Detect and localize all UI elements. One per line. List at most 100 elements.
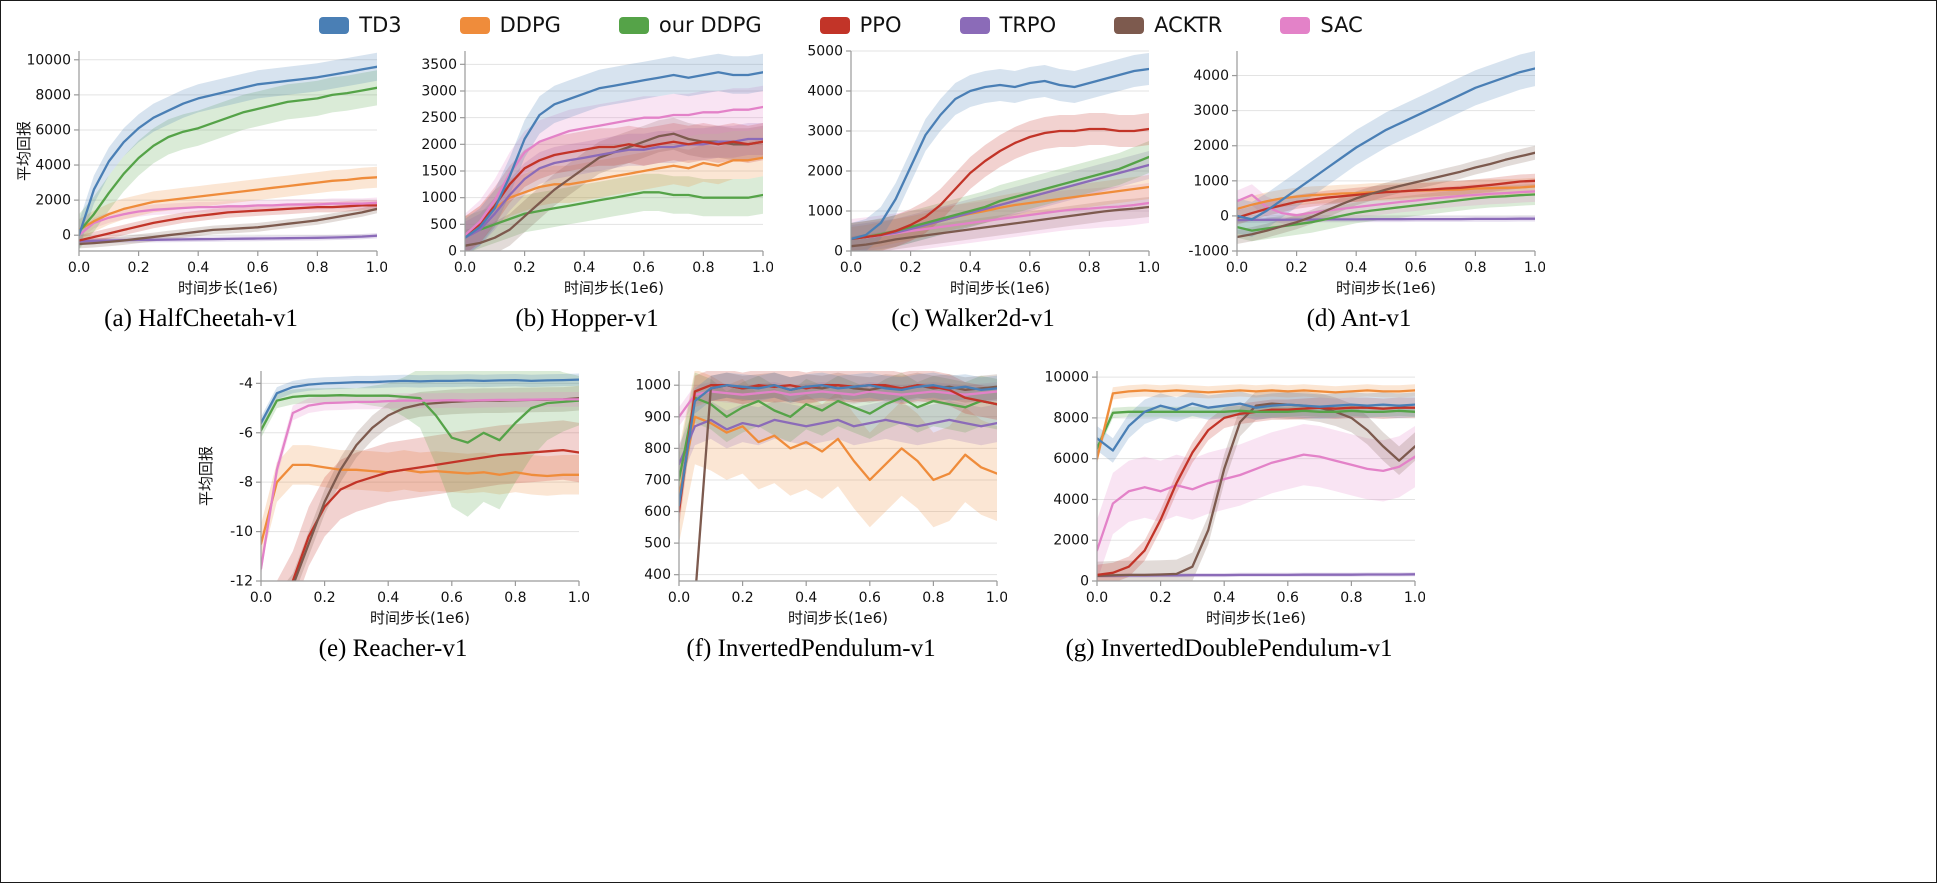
svg-text:10000: 10000 xyxy=(26,52,71,68)
svg-text:1.0: 1.0 xyxy=(1524,260,1545,276)
svg-text:900: 900 xyxy=(644,409,671,425)
svg-text:4000: 4000 xyxy=(807,84,843,100)
svg-text:0.4: 0.4 xyxy=(1345,260,1367,276)
svg-text:500: 500 xyxy=(644,536,671,552)
chart-caption-inverteddoublependulum: (g) InvertedDoublePendulum-v1 xyxy=(1065,635,1393,662)
svg-text:0.4: 0.4 xyxy=(1213,590,1235,606)
svg-text:0.2: 0.2 xyxy=(731,590,753,606)
svg-text:1.0: 1.0 xyxy=(986,590,1007,606)
svg-text:0.0: 0.0 xyxy=(668,590,690,606)
svg-text:0.8: 0.8 xyxy=(1340,590,1362,606)
svg-text:2500: 2500 xyxy=(421,110,457,126)
chart-svg: 400 500 600 700 800 900 1000 0.0 0.2 0.4 0.6 0.8 1.0… xyxy=(615,359,1007,631)
svg-text:0.6: 0.6 xyxy=(441,590,463,606)
svg-text:1.0: 1.0 xyxy=(568,590,589,606)
x-axis-label: 时间步长(1e6) xyxy=(370,609,470,627)
y-axis-label: 平均回报 xyxy=(197,446,215,506)
svg-text:0.4: 0.4 xyxy=(377,590,399,606)
svg-text:6000: 6000 xyxy=(1053,451,1089,467)
svg-text:0.2: 0.2 xyxy=(127,260,149,276)
svg-text:-10: -10 xyxy=(230,524,253,540)
svg-text:0.0: 0.0 xyxy=(454,260,476,276)
svg-text:0.8: 0.8 xyxy=(1078,260,1100,276)
svg-text:600: 600 xyxy=(644,504,671,520)
svg-text:0.2: 0.2 xyxy=(899,260,921,276)
legend-item-ppo: PPO xyxy=(819,13,902,37)
svg-text:10000: 10000 xyxy=(1044,370,1089,386)
chart-reacher: -12 -10 -8 -6 -4 0.0 0.2 0.4 0.6 0.8 1.0 时间步长(1e6) 平… xyxy=(197,359,589,663)
svg-text:0.6: 0.6 xyxy=(1277,590,1299,606)
svg-text:1000: 1000 xyxy=(635,378,671,394)
svg-text:0.4: 0.4 xyxy=(959,260,981,276)
svg-text:4000: 4000 xyxy=(1053,492,1089,508)
legend-label: ACKTR xyxy=(1154,13,1223,37)
legend-item-ddpg: DDPG xyxy=(459,13,561,37)
legend-item-acktr: ACKTR xyxy=(1114,13,1222,37)
chart-svg: 0 2000 4000 6000 8000 10000 0.0 0.2 0.4 0.6 0.8 1.0… xyxy=(15,39,387,301)
legend-item-trpo: TRPO xyxy=(959,13,1056,37)
svg-text:0.8: 0.8 xyxy=(1464,260,1486,276)
figure-content: TD3 DDPG our DDPG PPO TRPO ACKTR SAC 0 2000 4000… xyxy=(1,1,1621,663)
svg-text:1000: 1000 xyxy=(807,204,843,220)
legend-swatch xyxy=(1114,16,1145,34)
svg-text:8000: 8000 xyxy=(1053,410,1089,426)
svg-text:5000: 5000 xyxy=(807,44,843,60)
svg-text:1000: 1000 xyxy=(1193,173,1229,189)
chart-invertedpendulum: 400 500 600 700 800 900 1000 0.0 0.2 0.4 0.6 0.8 1.0… xyxy=(615,359,1007,663)
svg-text:0: 0 xyxy=(1220,208,1229,224)
svg-text:2000: 2000 xyxy=(35,193,71,209)
chart-caption-reacher: (e) Reacher-v1 xyxy=(318,635,468,662)
chart-hopper: 0 500 1000 1500 2000 2500 3000 3500 0.0 0.2 0.4 0.6… xyxy=(401,39,773,333)
svg-text:1.0: 1.0 xyxy=(366,260,387,276)
charts-row-2: -12 -10 -8 -6 -4 0.0 0.2 0.4 0.6 0.8 1.0 时间步长(1e6) 平… xyxy=(1,359,1621,663)
svg-text:3000: 3000 xyxy=(421,84,457,100)
legend-item-sac: SAC xyxy=(1280,13,1363,37)
chart-svg: 0 500 1000 1500 2000 2500 3000 3500 0.0 0.2 0.4 0.6… xyxy=(401,39,773,301)
svg-text:0: 0 xyxy=(1080,574,1089,590)
chart-walker2d: 0 1000 2000 3000 4000 5000 0.0 0.2 0.4 0.6 0.8 1.0 时… xyxy=(787,39,1159,333)
svg-text:-1000: -1000 xyxy=(1188,244,1229,260)
chart-halfcheetah: 0 2000 4000 6000 8000 10000 0.0 0.2 0.4 0.6 0.8 1.0… xyxy=(15,39,387,333)
svg-text:0.0: 0.0 xyxy=(1086,590,1108,606)
svg-text:-4: -4 xyxy=(239,376,253,392)
svg-text:3000: 3000 xyxy=(1193,103,1229,119)
chart-caption-walker2d: (c) Walker2d-v1 xyxy=(891,305,1055,332)
svg-text:0.0: 0.0 xyxy=(840,260,862,276)
svg-text:700: 700 xyxy=(644,472,671,488)
svg-text:0.6: 0.6 xyxy=(859,590,881,606)
chart-caption-ant: (d) Ant-v1 xyxy=(1306,305,1412,332)
svg-text:800: 800 xyxy=(644,441,671,457)
svg-text:1.0: 1.0 xyxy=(1404,590,1425,606)
svg-text:0.0: 0.0 xyxy=(68,260,90,276)
svg-text:4000: 4000 xyxy=(35,158,71,174)
svg-text:6000: 6000 xyxy=(35,122,71,138)
svg-text:0.6: 0.6 xyxy=(633,260,655,276)
svg-text:400: 400 xyxy=(644,567,671,583)
svg-text:0.4: 0.4 xyxy=(795,590,817,606)
legend-item-our-ddpg: our DDPG xyxy=(618,13,762,37)
svg-text:3000: 3000 xyxy=(807,124,843,140)
svg-text:-12: -12 xyxy=(230,574,253,590)
svg-text:0.8: 0.8 xyxy=(306,260,328,276)
chart-svg: 0 2000 4000 6000 8000 10000 0.0 0.2 0.4 0.6 0.8 1.0… xyxy=(1033,359,1425,631)
chart-svg: -12 -10 -8 -6 -4 0.0 0.2 0.4 0.6 0.8 1.0 时间步长(1e6) 平… xyxy=(197,359,589,631)
svg-text:0.6: 0.6 xyxy=(247,260,269,276)
svg-text:2000: 2000 xyxy=(807,164,843,180)
svg-text:0.2: 0.2 xyxy=(1149,590,1171,606)
x-axis-label: 时间步长(1e6) xyxy=(1206,609,1306,627)
svg-text:1000: 1000 xyxy=(421,190,457,206)
svg-text:0: 0 xyxy=(834,244,843,260)
svg-text:2000: 2000 xyxy=(1053,533,1089,549)
chart-inverteddoublependulum: 0 2000 4000 6000 8000 10000 0.0 0.2 0.4 0.6 0.8 1.0… xyxy=(1033,359,1425,663)
svg-text:0.4: 0.4 xyxy=(187,260,209,276)
chart-svg: 0 1000 2000 3000 4000 5000 0.0 0.2 0.4 0.6 0.8 1.0 时… xyxy=(787,39,1159,301)
legend-item-td3: TD3 xyxy=(319,13,402,37)
svg-text:4000: 4000 xyxy=(1193,68,1229,84)
legend-label: DDPG xyxy=(499,13,561,37)
svg-text:0.2: 0.2 xyxy=(313,590,335,606)
svg-text:0.8: 0.8 xyxy=(504,590,526,606)
svg-text:1500: 1500 xyxy=(421,164,457,180)
svg-text:8000: 8000 xyxy=(35,87,71,103)
chart-caption-hopper: (b) Hopper-v1 xyxy=(515,305,659,332)
